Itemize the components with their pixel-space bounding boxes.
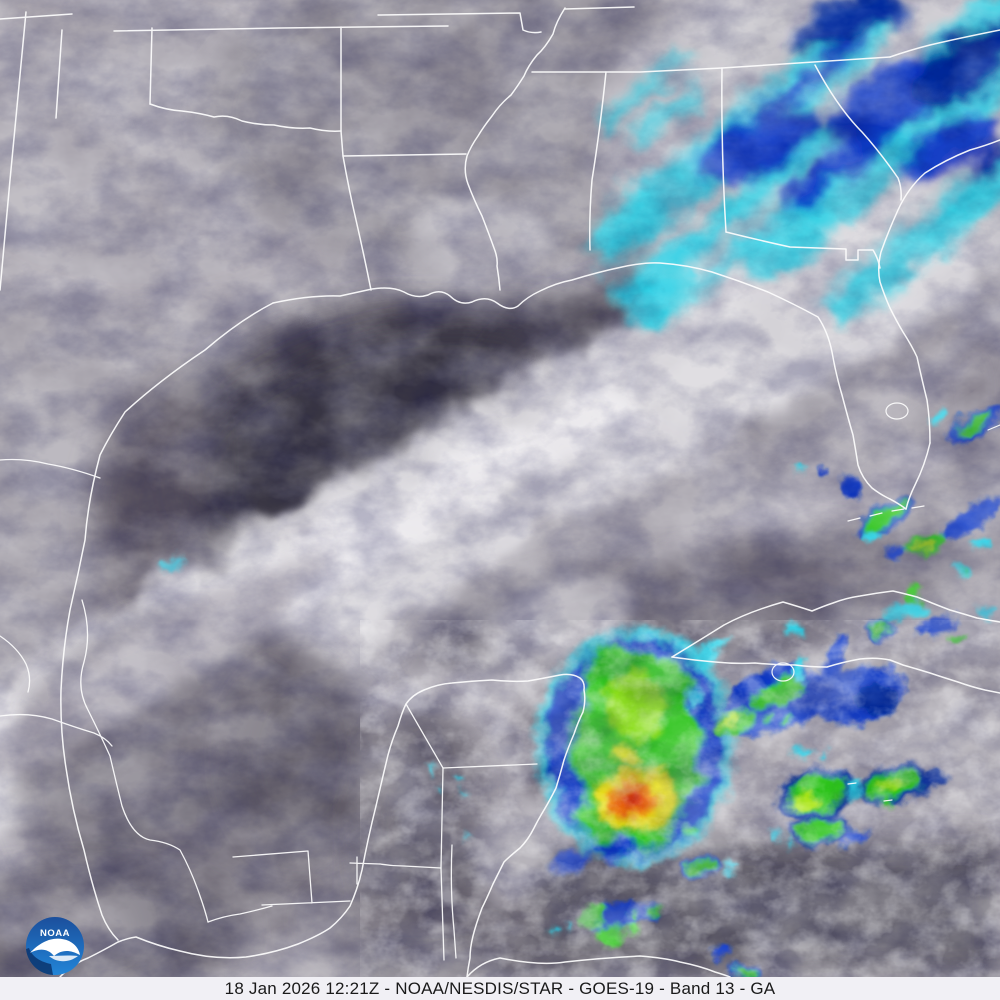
cumulus-texture xyxy=(360,620,1000,977)
caption-bar: 18 Jan 2026 12:21Z - NOAA/NESDIS/STAR - … xyxy=(0,977,1000,1000)
satellite-map: NOAA xyxy=(0,0,1000,977)
noaa-logo-text: NOAA xyxy=(40,928,70,939)
noaa-gull-icon xyxy=(30,938,80,956)
noaa-logo: NOAA xyxy=(26,917,84,975)
caption-text: 18 Jan 2026 12:21Z - NOAA/NESDIS/STAR - … xyxy=(224,979,776,998)
map-borders xyxy=(0,6,1000,977)
